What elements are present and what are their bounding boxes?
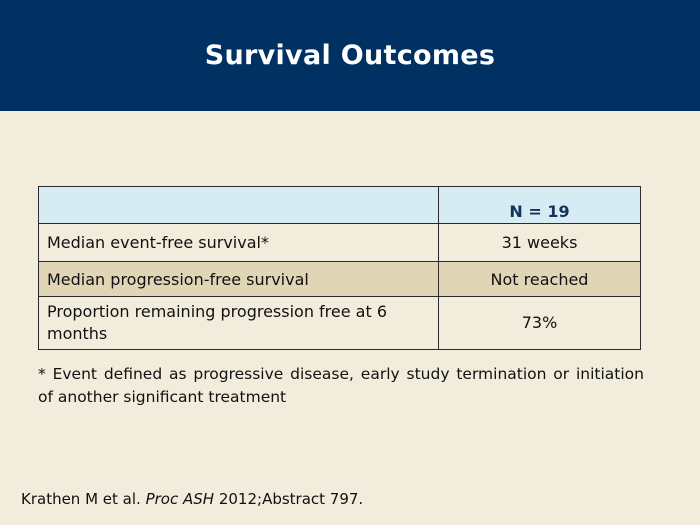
row-value: 73% (438, 296, 641, 350)
reference-authors: Krathen M et al. (21, 490, 141, 508)
table-row: Median event-free survival* 31 weeks (38, 223, 641, 262)
header-cell-empty (38, 186, 439, 224)
header-cell-n: N = 19 (438, 186, 641, 224)
row-value: Not reached (438, 261, 641, 297)
footnote: * Event defined as progressive disease, … (38, 365, 644, 406)
row-label: Median event-free survival* (38, 223, 439, 262)
survival-outcomes-table: N = 19 Median event-free survival* 31 we… (38, 186, 641, 350)
row-label: Median progression-free survival (38, 261, 439, 297)
slide-title: Survival Outcomes (204, 40, 496, 71)
reference-journal: Proc ASH (145, 490, 215, 508)
table-row: Median progression-free survival Not rea… (38, 261, 641, 297)
row-value: 31 weeks (438, 223, 641, 262)
reference-citation: Krathen M et al. Proc ASH 2012;Abstract … (21, 489, 363, 509)
table-header-row: N = 19 (38, 186, 641, 224)
row-label: Proportion remaining progression free at… (38, 296, 439, 350)
reference-details: 2012;Abstract 797. (218, 490, 364, 508)
table-row: Proportion remaining progression free at… (38, 296, 641, 350)
title-band: Survival Outcomes (0, 0, 700, 111)
